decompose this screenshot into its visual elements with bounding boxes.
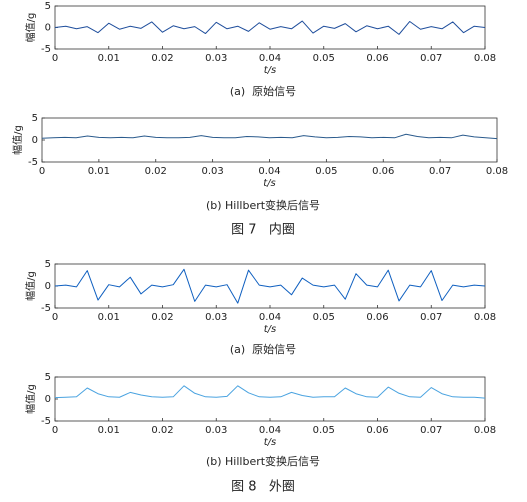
- y-tick-label: -5: [41, 44, 51, 55]
- x-tick-label: 0.06: [366, 53, 388, 64]
- subfigure-caption: (a) 原始信号: [230, 342, 296, 356]
- x-axis-label: t/s: [264, 65, 277, 76]
- x-tick-label: 0.03: [205, 53, 227, 64]
- y-tick-label: 5: [32, 113, 38, 124]
- x-tick-label: 0.01: [98, 425, 120, 436]
- y-axis-label: 幅值/g: [24, 384, 37, 414]
- y-tick-label: -5: [41, 303, 51, 314]
- x-tick-label: 0.04: [259, 425, 281, 436]
- subfigure-caption: (b) Hillbert变换后信号: [206, 454, 320, 468]
- x-tick-label: 0.03: [205, 425, 227, 436]
- y-tick-label: 0: [45, 281, 51, 292]
- y-tick-label: -5: [41, 416, 51, 427]
- x-tick-label: 0.06: [366, 312, 388, 323]
- plot-frame: [41, 117, 498, 163]
- y-tick-label: 5: [45, 372, 51, 383]
- x-tick-label: 0.04: [258, 166, 280, 177]
- x-tick-label: 0.07: [429, 166, 451, 177]
- plot-frame: [54, 376, 486, 422]
- subfigure-caption: (a) 原始信号: [230, 84, 296, 98]
- x-tick-label: 0.04: [259, 312, 281, 323]
- x-tick-label: 0.08: [474, 53, 496, 64]
- chart: 0 0.01 0.02 0.03 0.04 0.05 0.06 0.07 0.08-505t/s…: [24, 259, 496, 356]
- x-tick-label: 0.04: [259, 53, 281, 64]
- x-tick-label: 0.01: [98, 53, 120, 64]
- y-tick-label: 0: [45, 23, 51, 34]
- y-tick-label: -5: [28, 157, 38, 168]
- x-tick-label: 0.03: [205, 312, 227, 323]
- x-tick-label: 0.02: [151, 312, 173, 323]
- plot-frame: [54, 5, 486, 50]
- x-tick-label: 0.07: [420, 425, 442, 436]
- x-tick-label: 0: [39, 166, 45, 177]
- chart: 0 0.01 0.02 0.03 0.04 0.05 0.06 0.07 0.08-505t/s…: [11, 113, 508, 212]
- signal-line: [41, 133, 498, 140]
- x-tick-label: 0.02: [151, 53, 173, 64]
- x-tick-label: 0.07: [420, 312, 442, 323]
- x-tick-label: 0.01: [98, 312, 120, 323]
- x-tick-label: 0.08: [474, 312, 496, 323]
- x-tick-label: 0.08: [486, 166, 508, 177]
- x-tick-label: 0.06: [372, 166, 394, 177]
- x-tick-label: 0.02: [151, 425, 173, 436]
- signal-line: [54, 268, 486, 304]
- y-axis-label: 幅值/g: [11, 125, 24, 155]
- x-tick-label: 0.05: [315, 166, 337, 177]
- x-tick-label: 0.02: [145, 166, 167, 177]
- x-axis-label: t/s: [263, 178, 276, 189]
- x-tick-label: 0: [52, 53, 58, 64]
- x-tick-label: 0: [52, 312, 58, 323]
- x-axis-label: t/s: [264, 324, 277, 335]
- y-axis-label: 幅值/g: [24, 13, 37, 43]
- x-tick-label: 0.08: [474, 425, 496, 436]
- subfigure-caption: (b) Hillbert变换后信号: [206, 198, 320, 212]
- y-tick-label: 0: [32, 135, 38, 146]
- x-tick-label: 0.05: [313, 312, 335, 323]
- x-tick-label: 0: [52, 425, 58, 436]
- figure-caption: 图 7 内圈: [231, 222, 295, 238]
- y-tick-label: 5: [45, 259, 51, 270]
- x-tick-label: 0.07: [420, 53, 442, 64]
- y-tick-label: 0: [45, 394, 51, 405]
- chart: 0 0.01 0.02 0.03 0.04 0.05 0.06 0.07 0.08-505t/s…: [24, 1, 496, 98]
- signal-line: [54, 385, 486, 399]
- x-tick-label: 0.06: [366, 425, 388, 436]
- x-axis-label: t/s: [264, 437, 277, 448]
- x-tick-label: 0.05: [313, 425, 335, 436]
- chart: 0 0.01 0.02 0.03 0.04 0.05 0.06 0.07 0.08-505t/s…: [24, 372, 496, 468]
- x-tick-label: 0.01: [88, 166, 110, 177]
- x-tick-label: 0.05: [313, 53, 335, 64]
- figure-caption: 图 8 外圈: [231, 480, 295, 495]
- signal-line: [54, 20, 486, 35]
- y-axis-label: 幅值/g: [24, 271, 37, 301]
- x-tick-label: 0.03: [201, 166, 223, 177]
- y-tick-label: 5: [45, 1, 51, 12]
